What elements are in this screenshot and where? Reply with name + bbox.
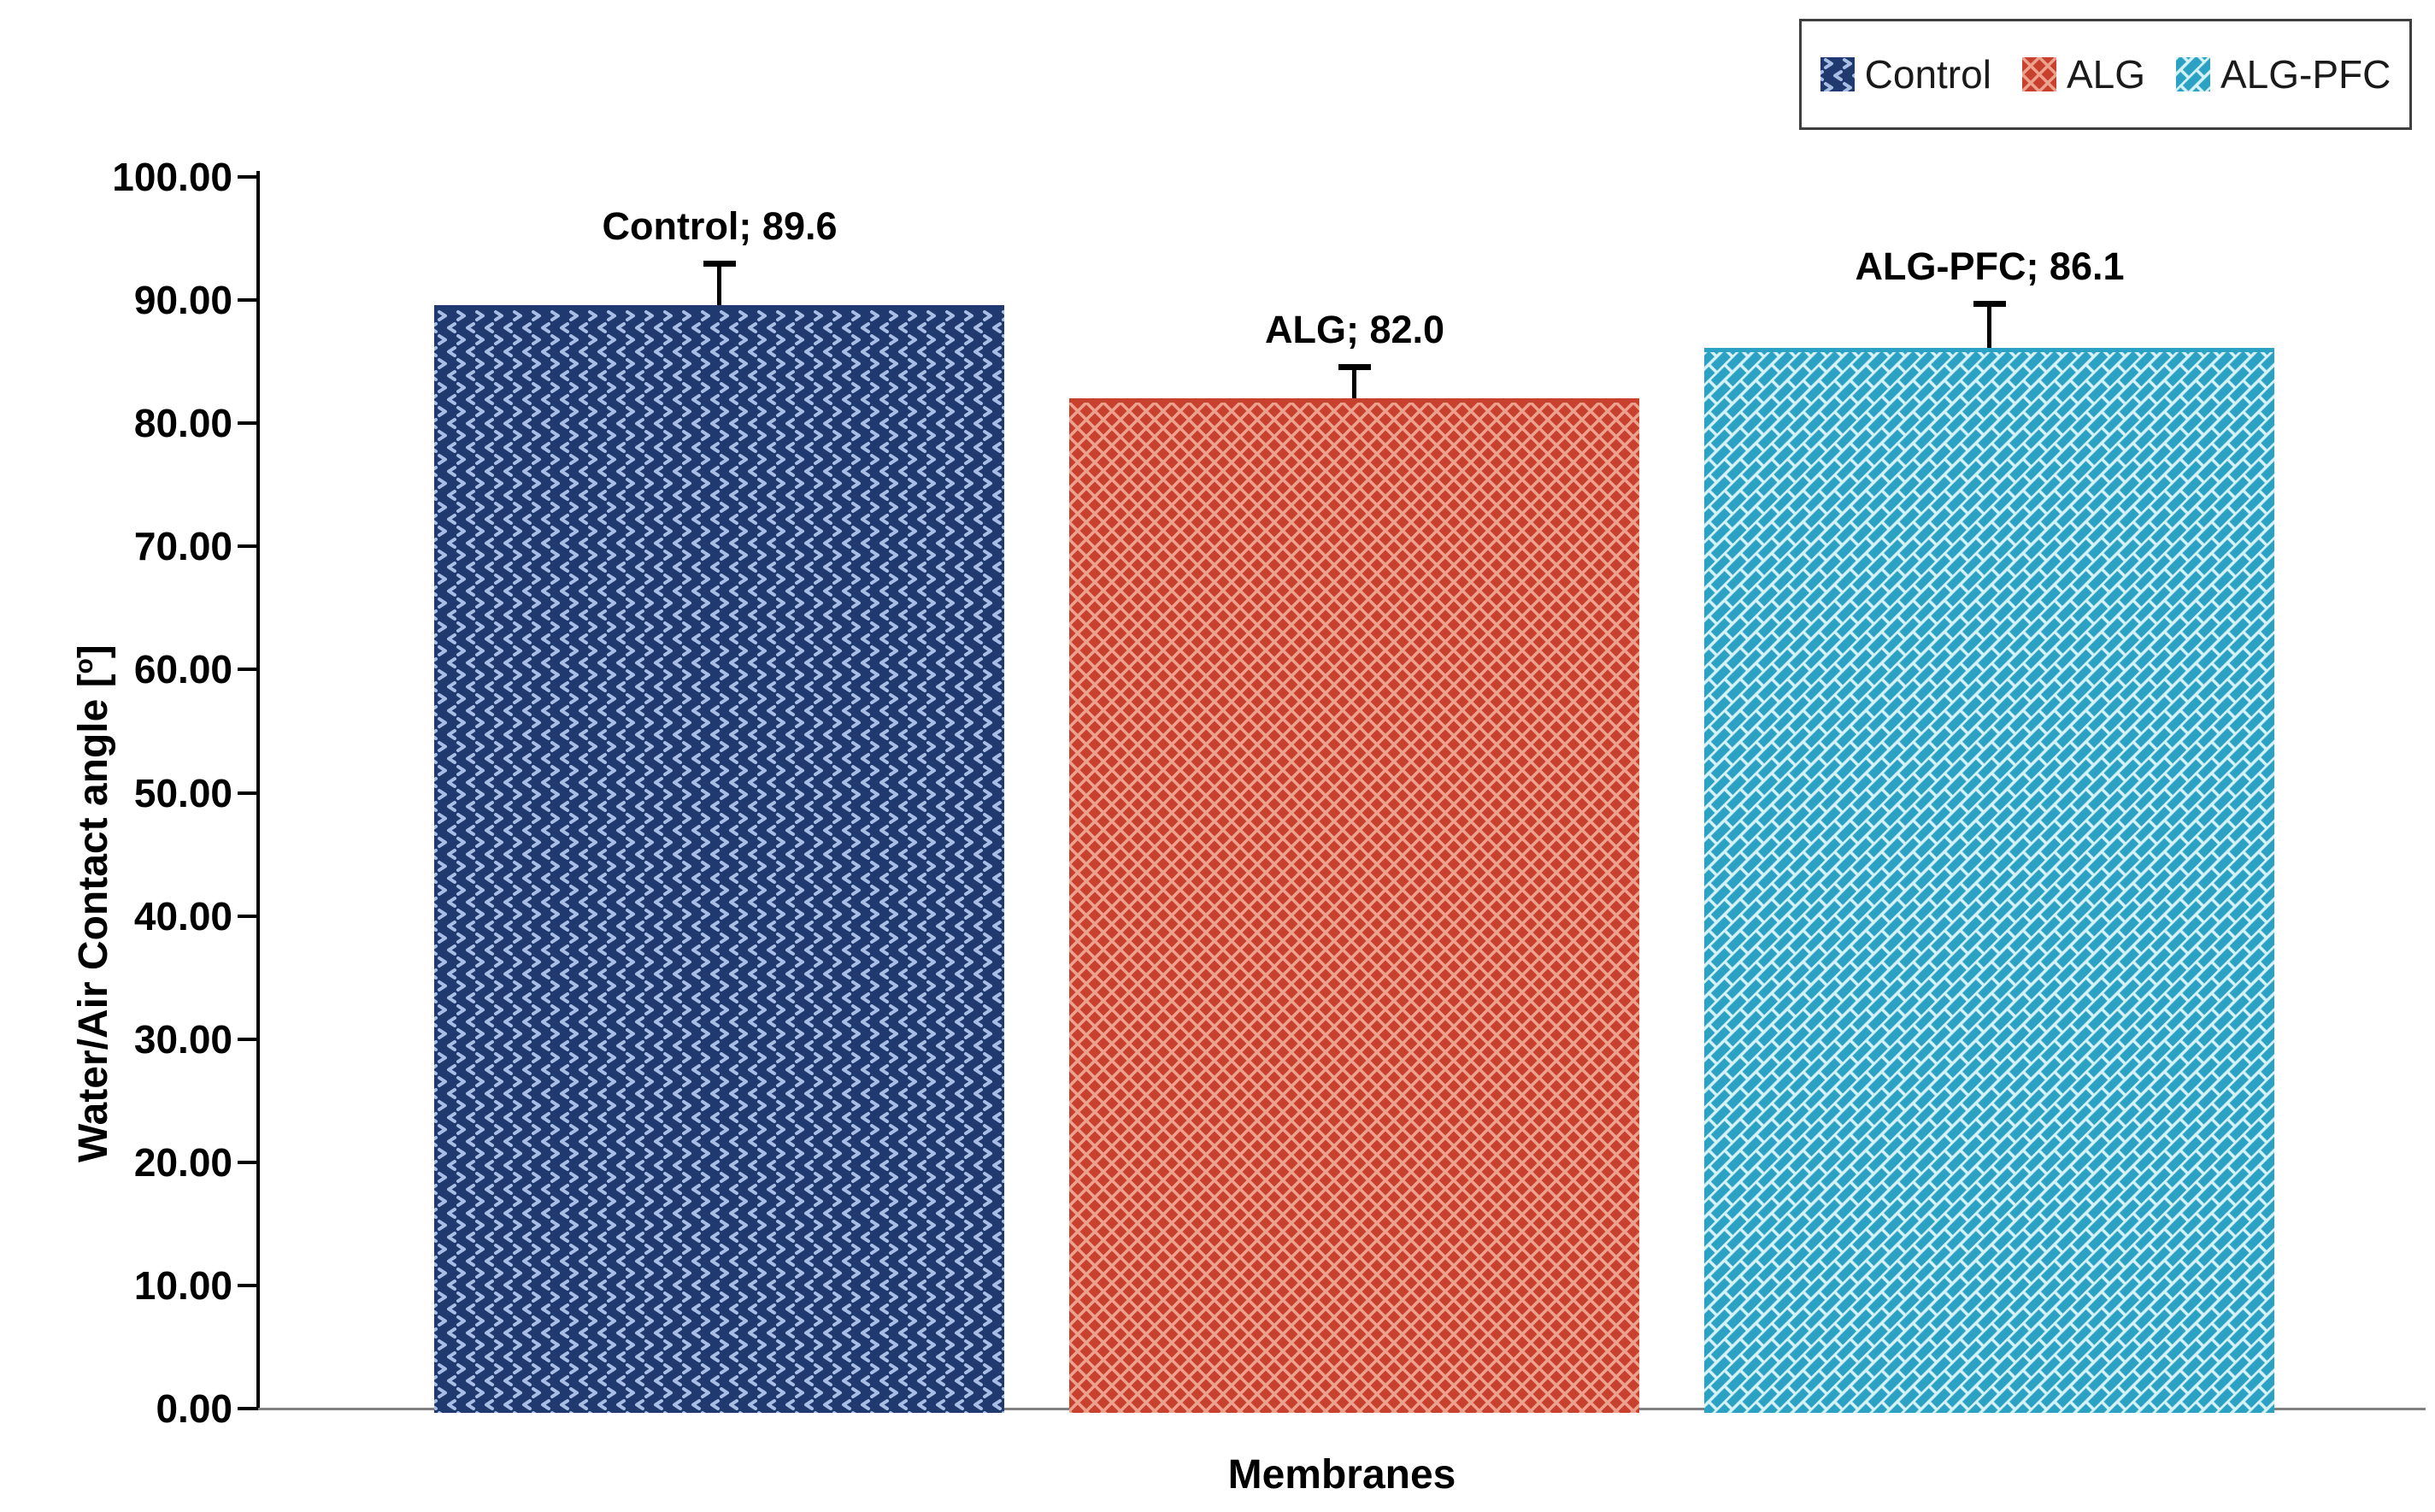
bar-alg — [1069, 398, 1639, 1413]
legend-item-alg-pfc: ALG-PFC — [2175, 51, 2391, 97]
error-bar-cap-alg — [1338, 364, 1371, 370]
legend-label-alg: ALG — [2066, 52, 2145, 97]
y-tick-mark — [238, 544, 258, 548]
y-tick-label: 50.00 — [133, 771, 232, 815]
legend-item-alg: ALG — [2021, 51, 2145, 97]
y-axis-line — [256, 171, 260, 1410]
bar-value-label-alg-pfc: ALG-PFC; 86.1 — [1855, 244, 2125, 288]
error-bar-stem-alg-pfc — [1987, 303, 1991, 348]
y-tick-mark — [238, 791, 258, 795]
y-tick-label: 70.00 — [133, 524, 232, 568]
error-bar-stem-alg — [1352, 367, 1356, 398]
y-tick-mark — [238, 298, 258, 302]
bar-value-label-control: Control; 89.6 — [602, 204, 838, 248]
legend-swatch-alg-pfc-icon — [2175, 57, 2210, 91]
y-tick-mark — [238, 1038, 258, 1041]
legend-item-control: Control — [1820, 51, 1991, 97]
legend-label-alg-pfc: ALG-PFC — [2220, 52, 2391, 97]
bar-alg-pfc — [1704, 348, 2274, 1413]
y-tick-label: 60.00 — [133, 647, 232, 691]
y-tick-mark — [238, 421, 258, 425]
error-bar-cap-control — [703, 261, 736, 267]
error-bar-cap-alg-pfc — [1973, 301, 2006, 307]
y-tick-mark — [238, 175, 258, 179]
y-tick-label: 40.00 — [133, 894, 232, 938]
bar-control — [434, 305, 1004, 1413]
y-tick-mark — [238, 915, 258, 918]
legend-label-control: Control — [1864, 52, 1991, 97]
y-tick-mark — [238, 1407, 258, 1410]
legend-swatch-control-icon — [1820, 57, 1855, 91]
y-tick-label: 20.00 — [133, 1140, 232, 1185]
y-tick-label: 90.00 — [133, 278, 232, 322]
y-tick-mark — [238, 668, 258, 671]
y-tick-label: 80.00 — [133, 401, 232, 445]
bar-value-label-alg: ALG; 82.0 — [1264, 308, 1445, 351]
bar-fill-alg-pfc — [1704, 352, 2274, 1413]
legend: Control ALG ALG-PFC — [1799, 19, 2412, 130]
bar-fill-alg — [1069, 403, 1639, 1413]
y-tick-label: 100.00 — [112, 155, 232, 199]
error-bar-stem-control — [717, 263, 721, 305]
y-tick-mark — [238, 1284, 258, 1287]
y-tick-label: 30.00 — [133, 1017, 232, 1062]
y-tick-label: 10.00 — [133, 1263, 232, 1308]
x-axis-title: Membranes — [1227, 1452, 1456, 1497]
legend-swatch-alg-icon — [2021, 57, 2056, 91]
y-tick-mark — [238, 1161, 258, 1164]
bar-fill-control — [434, 309, 1004, 1413]
y-tick-label: 0.00 — [156, 1386, 232, 1431]
